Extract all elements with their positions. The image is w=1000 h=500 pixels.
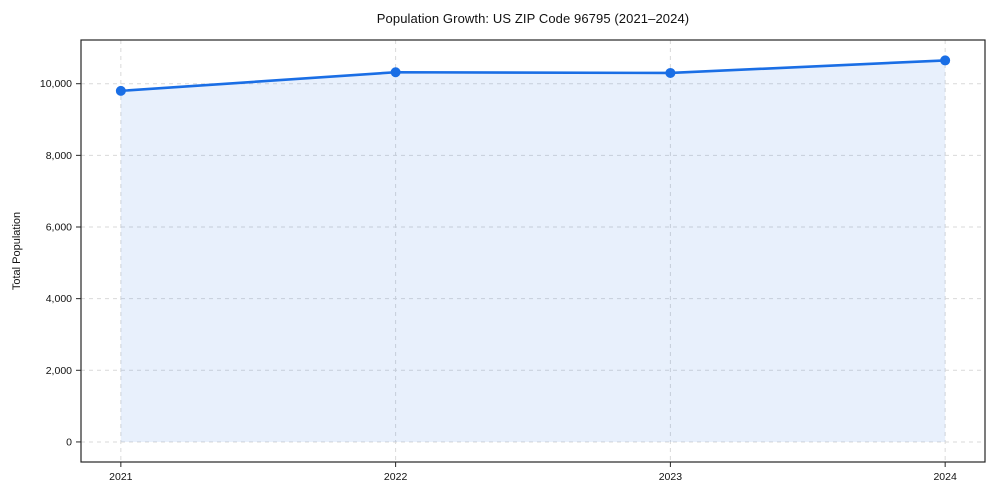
x-tick-label: 2021 bbox=[109, 471, 133, 483]
data-point bbox=[665, 67, 676, 78]
data-line bbox=[119, 59, 947, 93]
data-point bbox=[940, 55, 951, 66]
y-tick-label: 8,000 bbox=[46, 150, 72, 162]
x-tick-label: 2024 bbox=[933, 471, 957, 483]
y-tick-label: 10,000 bbox=[40, 78, 72, 90]
x-tick-label: 2022 bbox=[384, 471, 408, 483]
x-tick-label: 2023 bbox=[659, 471, 683, 483]
data-point bbox=[115, 85, 126, 96]
area-fill bbox=[120, 60, 946, 442]
y-tick-label: 2,000 bbox=[46, 365, 72, 377]
data-point bbox=[390, 67, 401, 78]
y-tick-label: 0 bbox=[66, 436, 72, 448]
y-tick-label: 4,000 bbox=[46, 293, 72, 305]
chart-title: Population Growth: US ZIP Code 96795 (20… bbox=[376, 11, 690, 26]
plot-border bbox=[80, 39, 986, 463]
y-tick-label: 6,000 bbox=[46, 221, 72, 233]
